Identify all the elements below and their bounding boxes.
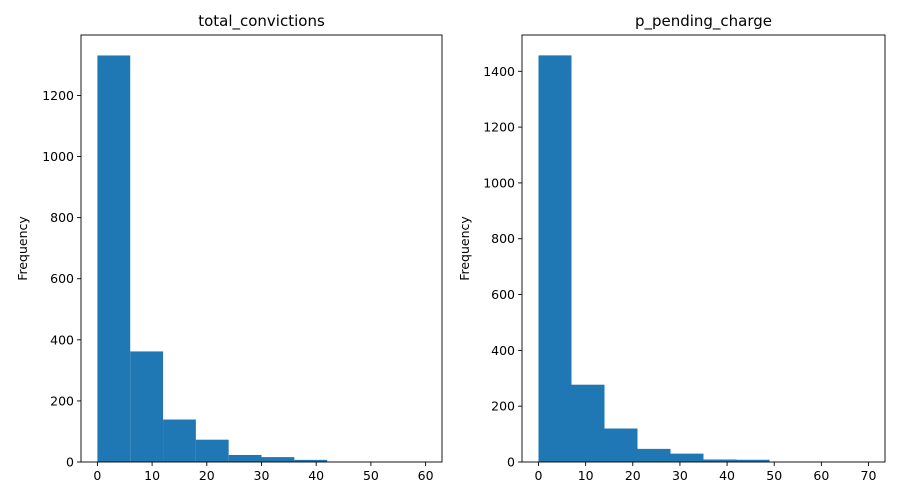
y-ticks: 0 200 400 600 800 1000 1200 <box>42 88 81 470</box>
y-axis-label: Frequency <box>15 216 30 281</box>
x-tick-label: 70 <box>861 468 877 483</box>
x-tick-label: 60 <box>813 468 829 483</box>
x-tick-label: 50 <box>363 468 379 483</box>
y-tick-label: 600 <box>50 271 74 286</box>
histogram-bar <box>538 55 572 463</box>
x-tick-label: 30 <box>672 468 688 483</box>
plot-frame <box>521 34 886 463</box>
histogram-bar <box>261 457 295 462</box>
bars <box>538 55 869 463</box>
x-tick-label: 20 <box>625 468 641 483</box>
x-tick-label: 50 <box>766 468 782 483</box>
chart-title: total_convictions <box>198 12 325 31</box>
histogram-bar <box>228 454 262 462</box>
y-tick-label: 1200 <box>42 88 74 103</box>
histogram-bar <box>163 419 196 462</box>
x-tick-label: 0 <box>535 468 543 483</box>
histogram-bar <box>195 439 229 462</box>
histogram-bar <box>637 448 671 462</box>
histogram-bar <box>294 459 328 462</box>
x-ticks: 0 10 20 30 40 50 60 70 <box>535 462 877 483</box>
y-tick-label: 800 <box>50 210 74 225</box>
y-ticks: 0 200 400 600 800 1000 1200 1400 <box>483 64 522 470</box>
y-tick-label: 1000 <box>483 175 515 190</box>
y-tick-label: 400 <box>491 343 515 358</box>
x-tick-label: 10 <box>578 468 594 483</box>
bars <box>97 55 426 462</box>
y-tick-label: 0 <box>507 455 515 470</box>
y-tick-label: 200 <box>491 399 515 414</box>
x-tick-label: 20 <box>199 468 215 483</box>
y-axis-label: Frequency <box>457 216 472 281</box>
y-tick-label: 600 <box>491 287 515 302</box>
histogram-bar <box>736 459 770 462</box>
y-tick-label: 1200 <box>483 120 515 135</box>
histogram-bar <box>670 453 704 462</box>
histogram-p-pending-charge: p_pending_charge Frequency 0 10 20 30 40 50 60… <box>457 12 886 483</box>
x-tick-label: 30 <box>254 468 270 483</box>
y-tick-label: 800 <box>491 231 515 246</box>
x-tick-label: 60 <box>418 468 434 483</box>
x-ticks: 0 10 20 30 40 50 60 <box>93 462 434 483</box>
histogram-bar <box>130 351 164 462</box>
plot-frame <box>80 34 443 463</box>
x-tick-label: 40 <box>719 468 735 483</box>
x-tick-label: 40 <box>308 468 324 483</box>
x-tick-label: 10 <box>144 468 160 483</box>
chart-title: p_pending_charge <box>635 12 772 31</box>
y-tick-label: 0 <box>66 455 74 470</box>
histogram-bar <box>571 384 605 462</box>
histogram-bar <box>604 428 638 462</box>
y-tick-label: 1400 <box>483 64 515 79</box>
y-tick-label: 1000 <box>42 149 74 164</box>
histogram-bar <box>703 459 737 462</box>
x-tick-label: 0 <box>93 468 101 483</box>
histogram-bar <box>97 55 131 462</box>
y-tick-label: 200 <box>50 393 74 408</box>
y-tick-label: 400 <box>50 332 74 347</box>
histogram-total-convictions: total_convictions Frequency 0 10 20 30 40 50 6… <box>15 12 443 483</box>
